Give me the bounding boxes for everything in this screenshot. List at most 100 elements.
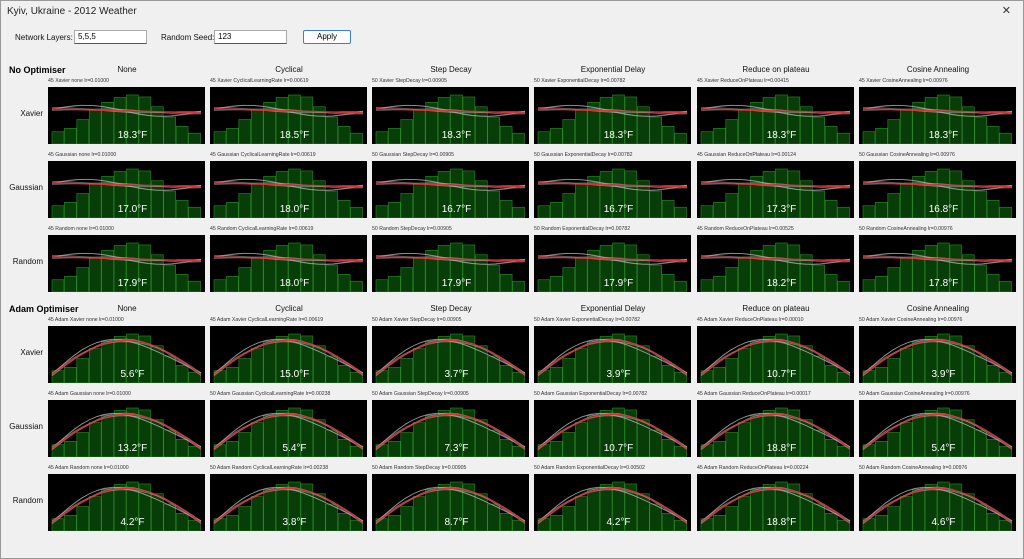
bar xyxy=(350,445,363,457)
bar xyxy=(499,513,513,531)
result-panel: 18.3°F xyxy=(859,87,1016,144)
bar xyxy=(499,274,513,292)
seed-input[interactable]: 123 xyxy=(214,30,287,44)
fit-curve xyxy=(862,182,1013,188)
result-value: 18.8°F xyxy=(767,443,797,454)
cell-caption: 50 Random StepDecay lr=0.00905 xyxy=(372,226,452,232)
result-panel: 3.9°F xyxy=(859,326,1016,383)
bar xyxy=(337,513,351,531)
bar xyxy=(875,515,888,531)
bar xyxy=(325,503,338,531)
bar xyxy=(661,365,675,383)
result-value: 16.7°F xyxy=(442,204,472,215)
bar xyxy=(800,419,813,457)
bar xyxy=(587,341,600,383)
bar xyxy=(425,415,438,457)
bar xyxy=(649,190,662,218)
bar xyxy=(624,483,638,531)
bar xyxy=(999,371,1012,383)
bar xyxy=(288,333,301,383)
bar xyxy=(649,116,662,144)
bar xyxy=(487,116,500,144)
bar xyxy=(637,180,650,218)
bar xyxy=(101,489,114,531)
bar xyxy=(375,205,389,218)
bar xyxy=(263,176,276,218)
bar xyxy=(163,116,176,144)
bar xyxy=(875,276,888,292)
bar xyxy=(375,279,389,292)
layers-input[interactable]: 5,5,5 xyxy=(74,30,147,44)
bar xyxy=(986,274,1000,292)
result-value: 3.9°F xyxy=(931,369,955,380)
bar xyxy=(612,94,625,144)
close-button[interactable]: ✕ xyxy=(1001,5,1011,17)
result-panel: 16.7°F xyxy=(372,161,529,218)
bar xyxy=(713,441,726,457)
seed-label: Random Seed: xyxy=(161,33,215,42)
bar xyxy=(550,128,563,144)
cell-caption: 45 Xavier ReduceOnPlateau lr=0.00415 xyxy=(697,78,789,84)
fit-curve xyxy=(700,487,851,523)
bar xyxy=(725,119,739,144)
bar xyxy=(587,102,600,144)
fit-curve xyxy=(375,182,526,188)
bar xyxy=(550,202,563,218)
bar xyxy=(787,483,801,531)
result-panel: 4.2°F xyxy=(534,474,691,531)
row-label: Xavier xyxy=(20,109,43,118)
column-header: Cyclical xyxy=(275,304,303,313)
bar xyxy=(138,335,152,383)
bar xyxy=(550,515,563,531)
bar xyxy=(949,335,963,383)
bar xyxy=(337,365,351,383)
fit-curve xyxy=(51,413,202,449)
bar xyxy=(213,131,227,144)
bar xyxy=(674,280,687,292)
result-panel: 18.8°F xyxy=(697,474,854,531)
bar xyxy=(713,276,726,292)
bar xyxy=(126,242,139,292)
bar xyxy=(649,429,662,457)
bar xyxy=(337,439,351,457)
bar xyxy=(425,250,438,292)
bar xyxy=(325,264,338,292)
bar xyxy=(250,422,264,457)
bar xyxy=(163,264,176,292)
bar xyxy=(126,168,139,218)
row-label: Gaussian xyxy=(9,422,43,431)
bar xyxy=(388,202,401,218)
bar xyxy=(138,244,152,292)
bar xyxy=(725,267,739,292)
bar xyxy=(151,180,164,218)
result-value: 16.7°F xyxy=(604,204,634,215)
result-panel: 4.2°F xyxy=(48,474,205,531)
bar xyxy=(812,355,825,383)
result-panel: 17.8°F xyxy=(859,235,1016,292)
apply-button[interactable]: Apply xyxy=(303,30,351,44)
bar xyxy=(64,367,77,383)
bar xyxy=(138,409,152,457)
bar xyxy=(88,109,102,144)
bar xyxy=(350,206,363,218)
bar xyxy=(101,250,114,292)
bar xyxy=(76,267,90,292)
cell-caption: 45 Random CyclicalLearningRate lr=0.0061… xyxy=(210,226,314,232)
bar xyxy=(974,116,987,144)
result-panel: 5.4°F xyxy=(859,400,1016,457)
bar xyxy=(226,128,239,144)
result-value: 18.3°F xyxy=(604,130,634,141)
bar xyxy=(300,409,314,457)
bar xyxy=(499,439,513,457)
bar xyxy=(737,422,751,457)
bar xyxy=(999,132,1012,144)
bar xyxy=(64,202,77,218)
bar xyxy=(425,341,438,383)
bar xyxy=(226,515,239,531)
bar xyxy=(412,422,426,457)
result-panel: 10.7°F xyxy=(534,400,691,457)
cell-caption: 45 Xavier none lr=0.01000 xyxy=(48,78,109,84)
bar xyxy=(400,193,414,218)
result-value: 17.9°F xyxy=(604,278,634,289)
bar xyxy=(288,242,301,292)
